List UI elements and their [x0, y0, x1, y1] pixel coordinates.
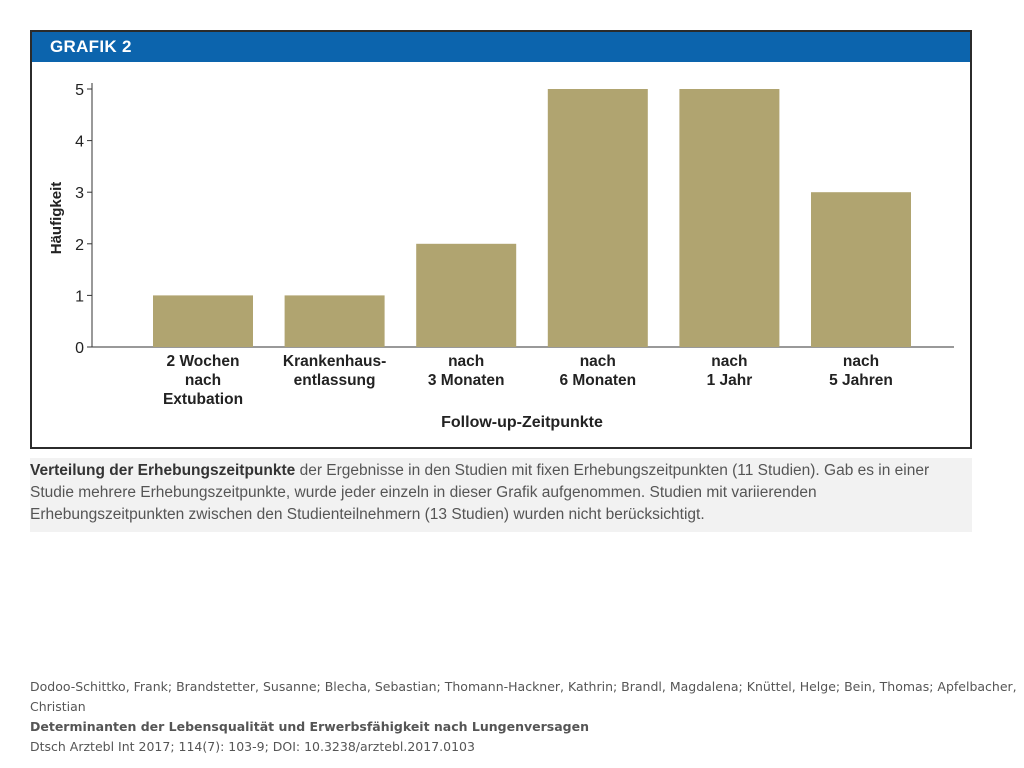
caption-text: der Ergebnisse in den Studien mit fixen …: [30, 462, 930, 523]
citation-source: Dtsch Arztebl Int 2017; 114(7): 103-9; D…: [30, 739, 475, 754]
bar: [284, 295, 385, 347]
x-axis-label: Follow-up-Zeitpunkte: [441, 414, 603, 431]
x-tick-label: nach 3 Monaten: [428, 353, 505, 389]
bar: [811, 192, 911, 347]
y-tick-label: 2: [75, 237, 84, 254]
y-tick-label: 4: [75, 134, 84, 151]
x-tick-label: 2 Wochen nach Extubation: [163, 353, 243, 408]
figure-caption: Verteilung der Erhebungszeitpunkte der E…: [30, 458, 972, 532]
x-tick-label: nach 1 Jahr: [707, 353, 753, 389]
bar: [547, 89, 648, 347]
x-tick-label: nach 5 Jahren: [829, 353, 893, 389]
bar: [416, 243, 517, 347]
caption-bold: Verteilung der Erhebungszeitpunkte: [30, 462, 296, 479]
figure-panel: GRAFIK 2 0 1 2 3 4 5 2 Wochen nach Extubation Kra…: [30, 30, 972, 449]
figure-header: GRAFIK 2: [32, 32, 970, 62]
citation-footer: Dodoo-Schittko, Frank; Brandstetter, Sus…: [30, 677, 1024, 757]
bar: [679, 89, 780, 347]
y-tick-label: 0: [75, 340, 84, 357]
y-tick-label: 3: [75, 185, 84, 202]
figure-title: GRAFIK 2: [50, 37, 132, 56]
x-tick-label: Krankenhaus-entlassung: [283, 353, 386, 389]
citation-title: Determinanten der Lebensqualität und Erw…: [30, 719, 589, 734]
citation-authors: Dodoo-Schittko, Frank; Brandstetter, Sus…: [30, 679, 1017, 714]
y-tick-label: 5: [75, 82, 84, 99]
x-tick-label: nach 6 Monaten: [559, 353, 636, 389]
bar-chart: 0 1 2 3 4 5 2 Wochen nach Extubation Krankenhaus-…: [48, 82, 954, 431]
y-tick-label: 1: [75, 288, 84, 305]
bar: [153, 295, 253, 347]
y-axis-label: Häufigkeit: [48, 182, 65, 255]
